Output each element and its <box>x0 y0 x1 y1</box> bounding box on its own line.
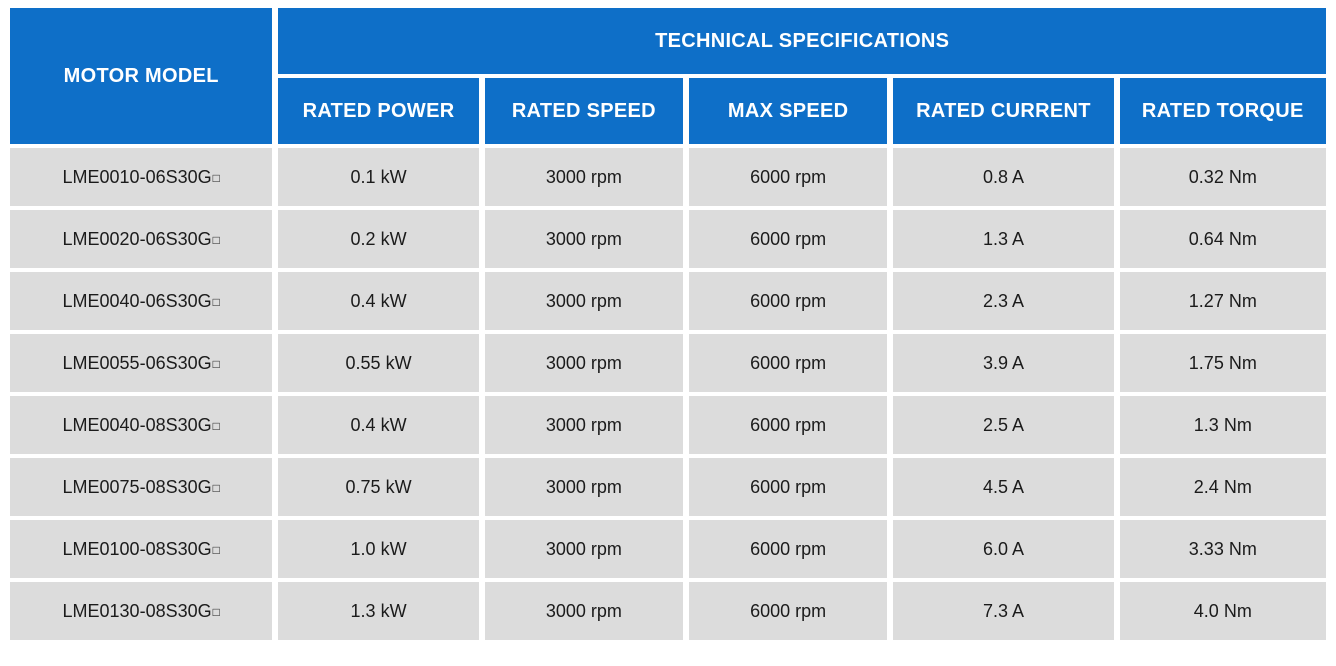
cell-rated-speed: 3000 rpm <box>484 582 683 640</box>
cell-motor-model: LME0130-08S30G□ <box>10 582 273 640</box>
cell-rated-torque: 1.27 Nm <box>1119 272 1326 330</box>
column-header-rated-torque: RATED TORQUE <box>1119 78 1326 144</box>
cell-rated-torque: 4.0 Nm <box>1119 582 1326 640</box>
cell-rated-speed: 3000 rpm <box>484 458 683 516</box>
cell-rated-power: 1.0 kW <box>278 520 479 578</box>
cell-rated-speed: 3000 rpm <box>484 396 683 454</box>
cell-rated-power: 0.75 kW <box>278 458 479 516</box>
cell-motor-model: LME0075-08S30G□ <box>10 458 273 516</box>
cell-rated-torque: 2.4 Nm <box>1119 458 1326 516</box>
cell-rated-power: 1.3 kW <box>278 582 479 640</box>
cell-rated-current: 2.5 A <box>893 396 1114 454</box>
cell-rated-current: 6.0 A <box>893 520 1114 578</box>
model-variant-placeholder-square: □ <box>212 356 220 371</box>
cell-rated-power: 0.55 kW <box>278 334 479 392</box>
table-row: LME0040-08S30G□ 0.4 kW 3000 rpm 6000 rpm 2.5… <box>10 396 1326 454</box>
cell-rated-torque: 1.3 Nm <box>1119 396 1326 454</box>
cell-rated-speed: 3000 rpm <box>484 272 683 330</box>
model-variant-placeholder-square: □ <box>212 232 220 247</box>
cell-rated-power: 0.1 kW <box>278 148 479 206</box>
table-row: LME0130-08S30G□ 1.3 kW 3000 rpm 6000 rpm 7.3… <box>10 582 1326 640</box>
cell-rated-speed: 3000 rpm <box>484 148 683 206</box>
table-row: LME0040-06S30G□ 0.4 kW 3000 rpm 6000 rpm 2.3… <box>10 272 1326 330</box>
cell-max-speed: 6000 rpm <box>689 458 888 516</box>
cell-rated-torque: 0.64 Nm <box>1119 210 1326 268</box>
table-row: LME0020-06S30G□ 0.2 kW 3000 rpm 6000 rpm 1.3… <box>10 210 1326 268</box>
table-row: LME0100-08S30G□ 1.0 kW 3000 rpm 6000 rpm 6.0… <box>10 520 1326 578</box>
cell-motor-model: LME0020-06S30G□ <box>10 210 273 268</box>
cell-rated-torque: 3.33 Nm <box>1119 520 1326 578</box>
cell-motor-model: LME0040-06S30G□ <box>10 272 273 330</box>
cell-max-speed: 6000 rpm <box>689 520 888 578</box>
cell-max-speed: 6000 rpm <box>689 148 888 206</box>
cell-rated-current: 0.8 A <box>893 148 1114 206</box>
cell-rated-power: 0.4 kW <box>278 396 479 454</box>
cell-rated-speed: 3000 rpm <box>484 520 683 578</box>
motor-specifications-table: MOTOR MODEL TECHNICAL SPECIFICATIONS RAT… <box>4 4 1332 644</box>
cell-rated-current: 7.3 A <box>893 582 1114 640</box>
cell-rated-torque: 0.32 Nm <box>1119 148 1326 206</box>
cell-rated-speed: 3000 rpm <box>484 210 683 268</box>
cell-max-speed: 6000 rpm <box>689 272 888 330</box>
table-row: LME0010-06S30G□ 0.1 kW 3000 rpm 6000 rpm 0.8… <box>10 148 1326 206</box>
cell-max-speed: 6000 rpm <box>689 396 888 454</box>
table-body: LME0010-06S30G□ 0.1 kW 3000 rpm 6000 rpm 0.8… <box>10 148 1326 640</box>
cell-max-speed: 6000 rpm <box>689 582 888 640</box>
cell-rated-current: 3.9 A <box>893 334 1114 392</box>
cell-rated-torque: 1.75 Nm <box>1119 334 1326 392</box>
model-variant-placeholder-square: □ <box>212 542 220 557</box>
column-header-rated-current: RATED CURRENT <box>893 78 1114 144</box>
table-row: LME0075-08S30G□ 0.75 kW 3000 rpm 6000 rpm 4.… <box>10 458 1326 516</box>
cell-rated-power: 0.4 kW <box>278 272 479 330</box>
motor-model-header: MOTOR MODEL <box>10 8 273 144</box>
cell-rated-current: 1.3 A <box>893 210 1114 268</box>
model-variant-placeholder-square: □ <box>212 294 220 309</box>
model-variant-placeholder-square: □ <box>212 480 220 495</box>
model-variant-placeholder-square: □ <box>212 170 220 185</box>
column-header-rated-power: RATED POWER <box>278 78 479 144</box>
cell-motor-model: LME0100-08S30G□ <box>10 520 273 578</box>
cell-motor-model: LME0055-06S30G□ <box>10 334 273 392</box>
cell-motor-model: LME0010-06S30G□ <box>10 148 273 206</box>
cell-rated-speed: 3000 rpm <box>484 334 683 392</box>
cell-rated-power: 0.2 kW <box>278 210 479 268</box>
cell-rated-current: 2.3 A <box>893 272 1114 330</box>
model-variant-placeholder-square: □ <box>212 418 220 433</box>
cell-max-speed: 6000 rpm <box>689 334 888 392</box>
model-variant-placeholder-square: □ <box>212 604 220 619</box>
technical-specifications-header: TECHNICAL SPECIFICATIONS <box>278 8 1326 74</box>
column-header-max-speed: MAX SPEED <box>689 78 888 144</box>
cell-max-speed: 6000 rpm <box>689 210 888 268</box>
cell-rated-current: 4.5 A <box>893 458 1114 516</box>
column-header-rated-speed: RATED SPEED <box>484 78 683 144</box>
cell-motor-model: LME0040-08S30G□ <box>10 396 273 454</box>
table-row: LME0055-06S30G□ 0.55 kW 3000 rpm 6000 rpm 3.… <box>10 334 1326 392</box>
